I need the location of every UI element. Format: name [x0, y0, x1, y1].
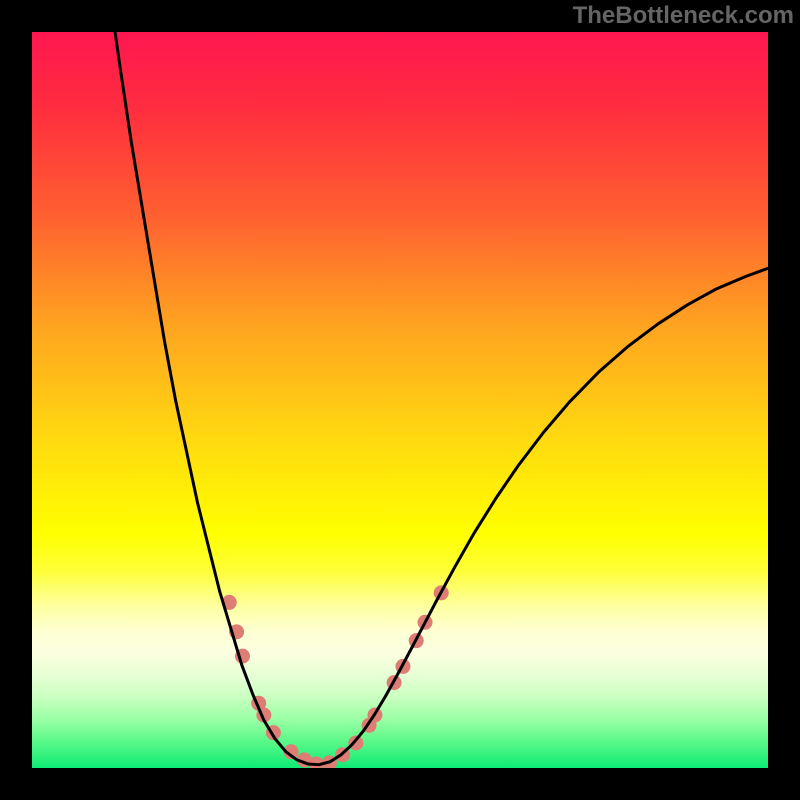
curve-overlay — [32, 32, 768, 768]
figure-root: TheBottleneck.com — [0, 0, 800, 800]
watermark-text: TheBottleneck.com — [573, 2, 794, 30]
plot-area — [32, 32, 768, 768]
bottleneck-curve — [113, 32, 768, 765]
